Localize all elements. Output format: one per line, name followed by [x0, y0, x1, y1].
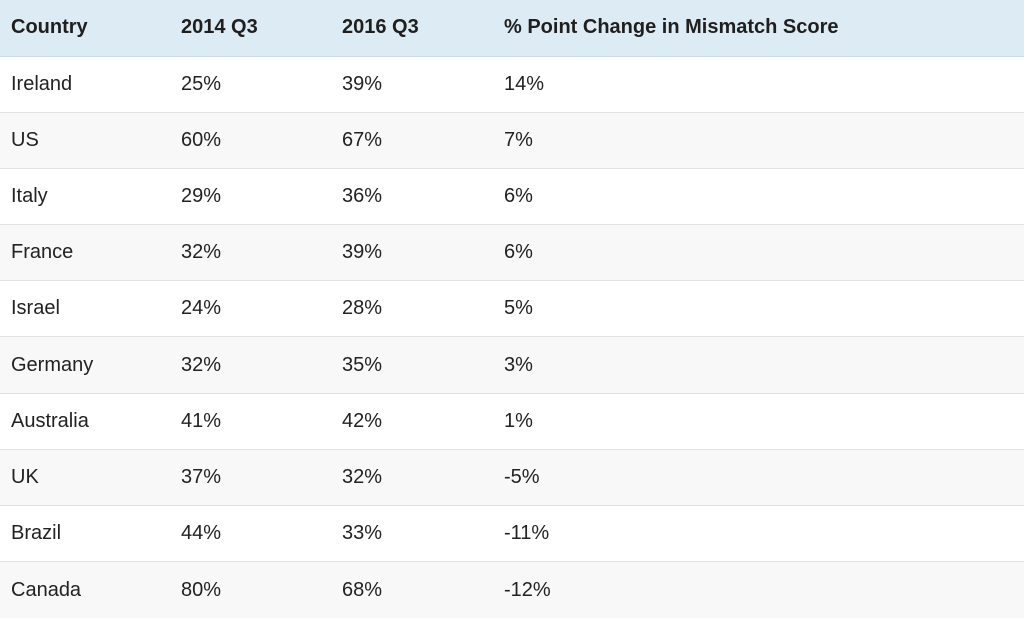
cell-2014-q3: 29%	[170, 168, 331, 226]
cell-point-change: -12%	[504, 578, 551, 601]
cell-point-change: 7%	[493, 112, 1024, 169]
table-row: France 32% 39% 6%	[0, 224, 1024, 282]
table-row: US 60% 67% 7%	[0, 112, 1024, 169]
cell-country: Ireland	[0, 56, 170, 113]
cell-2016-q3: 32%	[331, 449, 493, 507]
cell-country: Germany	[0, 336, 170, 394]
cell-point-change: -11%	[493, 505, 1024, 563]
cell-point-change: 14%	[493, 56, 1024, 113]
header-row: Country 2014 Q3 2016 Q3 % Point Change i…	[0, 0, 1024, 57]
table-row: Ireland 25% 39% 14%	[0, 56, 1024, 113]
cell-2014-q3: 60%	[170, 112, 331, 169]
header-point-change: % Point Change in Mismatch Score	[493, 0, 1024, 57]
table-row: Germany 32% 35% 3%	[0, 336, 1024, 394]
cell-country: US	[0, 112, 170, 169]
cell-2016-q3: 42%	[331, 393, 493, 450]
cell-2016-q3: 39%	[331, 224, 493, 282]
cell-point-change: 1%	[493, 393, 1024, 450]
table-header: Country 2014 Q3 2016 Q3 % Point Change i…	[0, 0, 1024, 57]
cell-2016-q3: 28%	[331, 280, 493, 338]
cell-2014-q3: 80%	[181, 578, 222, 601]
cell-2014-q3: 44%	[170, 505, 331, 563]
cell-country: UK	[0, 449, 170, 507]
cell-2016-q3: 67%	[331, 112, 493, 169]
cell-country: Italy	[0, 168, 170, 226]
table-row: Australia 41% 42% 1%	[0, 393, 1024, 450]
table-row: Israel 24% 28% 5%	[0, 280, 1024, 338]
table-row: Canada 80% 68% -12%	[0, 561, 1024, 618]
cell-2016-q3: 35%	[331, 336, 493, 394]
cell-point-change: -5%	[493, 449, 1024, 507]
cell-2014-q3: 37%	[170, 449, 331, 507]
cell-country: Brazil	[0, 505, 170, 563]
cell-2016-q3: 36%	[331, 168, 493, 226]
header-country: Country	[0, 0, 170, 57]
cell-2014-q3: 41%	[170, 393, 331, 450]
cell-2016-q3: 39%	[331, 56, 493, 113]
cell-point-change: 6%	[493, 168, 1024, 226]
cell-point-change: 6%	[493, 224, 1024, 282]
table-row: UK 37% 32% -5%	[0, 449, 1024, 507]
header-2014-q3: 2014 Q3	[170, 0, 331, 57]
cell-2014-q3: 24%	[170, 280, 331, 338]
cell-2016-q3: 68%	[342, 578, 383, 601]
table-row: Brazil 44% 33% -11%	[0, 505, 1024, 563]
table-body: Ireland 25% 39% 14% US 60% 67% 7% Italy …	[0, 56, 1024, 618]
cell-country: Israel	[0, 280, 170, 338]
table-row: Italy 29% 36% 6%	[0, 168, 1024, 226]
cell-2014-q3: 32%	[170, 336, 331, 394]
header-2016-q3: 2016 Q3	[331, 0, 493, 57]
cell-point-change: 3%	[493, 336, 1024, 394]
cell-2016-q3: 33%	[331, 505, 493, 563]
cell-point-change: 5%	[493, 280, 1024, 338]
cell-country: France	[0, 224, 170, 282]
cell-country: Australia	[0, 393, 170, 450]
cell-country: Canada	[11, 578, 82, 601]
cell-2014-q3: 25%	[170, 56, 331, 113]
cell-2014-q3: 32%	[170, 224, 331, 282]
